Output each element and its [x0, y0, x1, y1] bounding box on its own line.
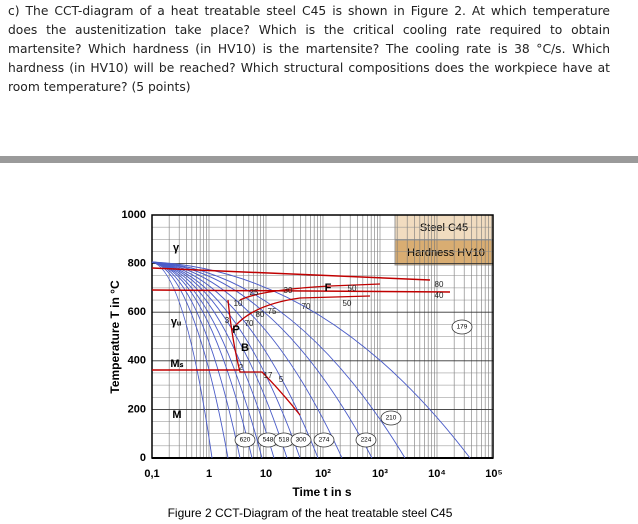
y-tick-label: 0: [140, 452, 146, 464]
percent-label: 25: [250, 288, 259, 297]
x-tick-label: 0,1: [144, 468, 159, 480]
hardness-circle: [290, 432, 312, 448]
phase-label: γ: [173, 242, 180, 254]
percent-label: 75: [268, 307, 277, 316]
hardness-value: 179: [457, 324, 468, 331]
x-tick-label: 1: [206, 468, 212, 480]
cooling-curve: [151, 261, 253, 459]
x-tick-label: 10⁵: [485, 468, 502, 480]
y-axis-label: Temperature T in °C: [108, 280, 122, 394]
x-tick-label: 10³: [372, 468, 388, 480]
hardness-value: 274: [319, 437, 330, 444]
x-tick-label: 10⁴: [428, 468, 446, 480]
question-text: c) The CCT-diagram of a heat treatable s…: [8, 4, 610, 94]
x-tick-label: 10: [260, 468, 272, 480]
percent-label: 3: [225, 316, 230, 325]
y-tick-label: 400: [128, 355, 146, 367]
y-tick-label: 800: [128, 258, 146, 270]
phase-label: P: [232, 324, 239, 336]
percent-label: 70: [245, 319, 254, 328]
phase-label: γᵤ: [171, 316, 181, 328]
phase-label: B: [241, 342, 249, 354]
hardness-circle: [313, 432, 335, 448]
percent-label: 40: [435, 291, 444, 300]
percent-label: 70: [302, 302, 311, 311]
percent-label: 2: [239, 363, 244, 372]
phase-label: F: [325, 282, 332, 294]
percent-label: 80: [256, 310, 265, 319]
cooling-curve: [151, 261, 241, 459]
hardness-circle: [355, 432, 377, 448]
cooling-curve: [151, 261, 229, 459]
hardness-circle: [451, 319, 473, 335]
steel-label: Steel C45: [420, 222, 468, 234]
percent-label: 80: [435, 280, 444, 289]
hardness-circle: [380, 410, 402, 426]
percent-label: 5: [279, 375, 284, 384]
ac3-line: [151, 267, 431, 281]
hardness-value: 518: [279, 437, 290, 444]
transformation-line: [227, 299, 301, 416]
cooling-curve: [151, 261, 406, 459]
cooling-curve: [151, 261, 263, 459]
cooling-curve: [151, 261, 373, 459]
percent-label: 10: [234, 299, 243, 308]
hardness-value: 620: [240, 437, 251, 444]
percent-label: 50: [348, 284, 357, 293]
caption: Figure 2 CCT-Diagram of the heat treatab…: [168, 506, 453, 520]
y-tick-label: 600: [128, 306, 146, 318]
y-tick-label: 200: [128, 403, 146, 415]
hardness-circle: [234, 432, 256, 448]
percent-label: 17: [264, 371, 273, 380]
cooling-curve: [151, 261, 288, 459]
y-tick-label: 1000: [122, 209, 146, 221]
hardness-value: 210: [386, 415, 397, 422]
cooling-curve: [151, 261, 213, 459]
cooling-curve: [151, 261, 343, 459]
hardness-value: 548: [263, 437, 274, 444]
percent-label: 30: [284, 286, 293, 295]
ac1-line: [151, 289, 451, 293]
percent-label: 50: [343, 299, 352, 308]
separator: [0, 156, 638, 163]
phase-label: M: [172, 409, 181, 421]
hardness-value: 300: [296, 437, 307, 444]
x-tick-label: 10²: [315, 468, 331, 480]
cooling-curve: [151, 261, 471, 459]
hardness-value: 224: [361, 437, 372, 444]
phase-label: Mₛ: [170, 358, 183, 370]
transformation-line: [231, 295, 371, 331]
hardness-title: Hardness HV10: [407, 247, 485, 259]
x-axis-label: Time t in s: [292, 485, 351, 499]
cooling-curve: [151, 261, 275, 459]
